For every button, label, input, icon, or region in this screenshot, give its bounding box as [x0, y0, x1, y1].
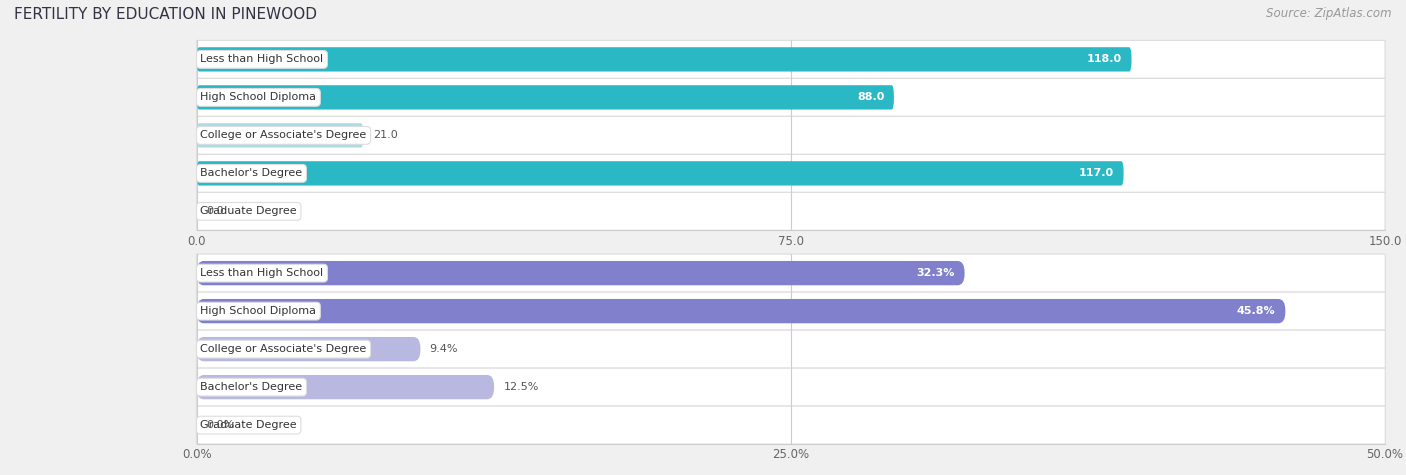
Text: Bachelor's Degree: Bachelor's Degree	[201, 168, 302, 179]
FancyBboxPatch shape	[197, 368, 1385, 406]
Text: College or Associate's Degree: College or Associate's Degree	[201, 344, 367, 354]
Text: High School Diploma: High School Diploma	[201, 92, 316, 103]
FancyBboxPatch shape	[197, 330, 1385, 368]
FancyBboxPatch shape	[197, 116, 1385, 154]
FancyBboxPatch shape	[197, 161, 1123, 186]
FancyBboxPatch shape	[197, 406, 1385, 444]
Text: Graduate Degree: Graduate Degree	[201, 420, 297, 430]
Text: 9.4%: 9.4%	[430, 344, 458, 354]
Text: 0.0: 0.0	[207, 206, 224, 217]
FancyBboxPatch shape	[197, 47, 1132, 72]
Text: Less than High School: Less than High School	[201, 54, 323, 65]
Text: Graduate Degree: Graduate Degree	[201, 206, 297, 217]
Text: High School Diploma: High School Diploma	[201, 306, 316, 316]
FancyBboxPatch shape	[197, 375, 494, 399]
Text: Source: ZipAtlas.com: Source: ZipAtlas.com	[1267, 7, 1392, 20]
Text: 117.0: 117.0	[1078, 168, 1114, 179]
Text: College or Associate's Degree: College or Associate's Degree	[201, 130, 367, 141]
FancyBboxPatch shape	[197, 299, 1285, 323]
FancyBboxPatch shape	[197, 292, 1385, 330]
FancyBboxPatch shape	[197, 85, 894, 110]
Text: Bachelor's Degree: Bachelor's Degree	[201, 382, 302, 392]
FancyBboxPatch shape	[197, 154, 1385, 192]
FancyBboxPatch shape	[197, 40, 1385, 78]
Text: 118.0: 118.0	[1087, 54, 1122, 65]
FancyBboxPatch shape	[197, 123, 363, 148]
FancyBboxPatch shape	[197, 254, 1385, 292]
Text: FERTILITY BY EDUCATION IN PINEWOOD: FERTILITY BY EDUCATION IN PINEWOOD	[14, 7, 318, 22]
Text: 0.0%: 0.0%	[207, 420, 235, 430]
Text: 88.0: 88.0	[858, 92, 884, 103]
Text: 21.0: 21.0	[373, 130, 398, 141]
Text: 12.5%: 12.5%	[503, 382, 538, 392]
FancyBboxPatch shape	[197, 78, 1385, 116]
Text: Less than High School: Less than High School	[201, 268, 323, 278]
Text: 32.3%: 32.3%	[917, 268, 955, 278]
FancyBboxPatch shape	[197, 337, 420, 361]
FancyBboxPatch shape	[197, 192, 1385, 230]
Text: 45.8%: 45.8%	[1237, 306, 1275, 316]
FancyBboxPatch shape	[197, 261, 965, 285]
